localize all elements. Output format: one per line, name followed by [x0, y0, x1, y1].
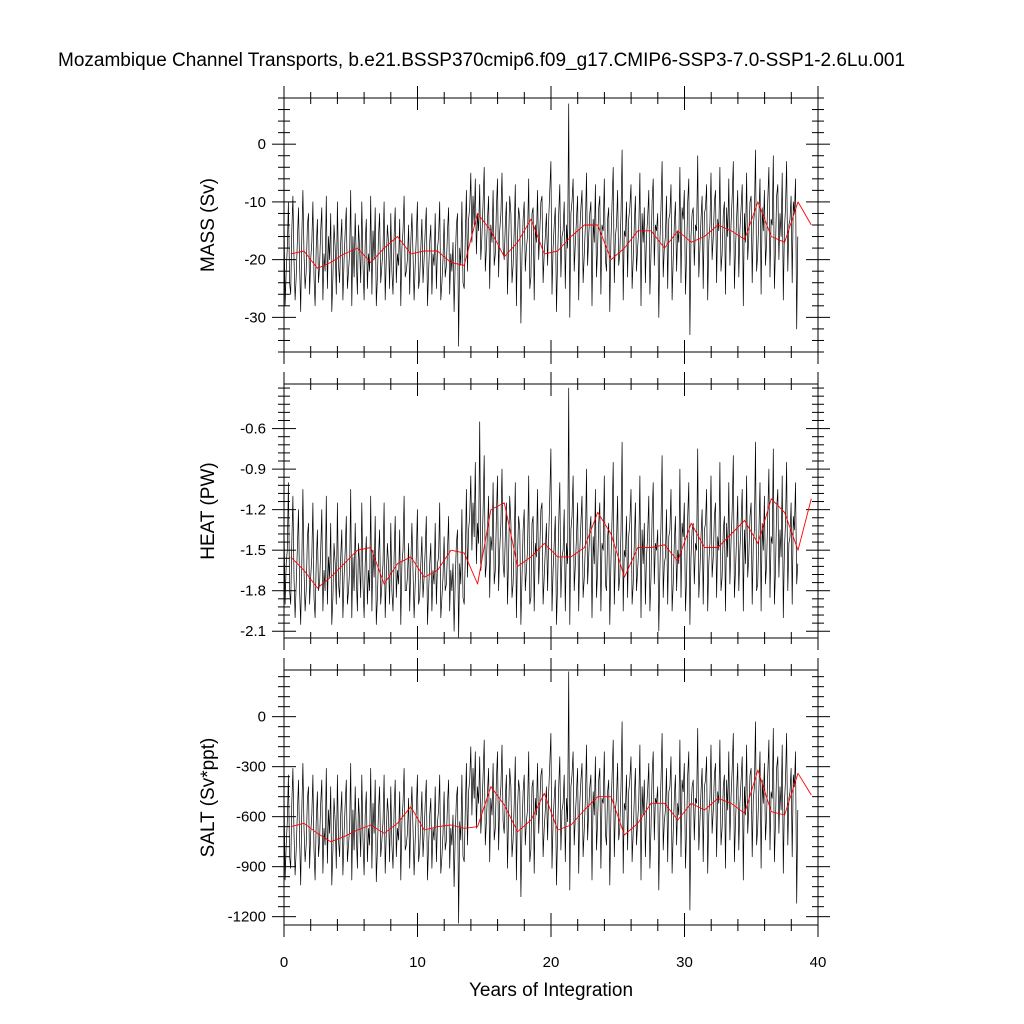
y-tick-label: -900	[236, 859, 266, 876]
y-tick-label: -1.2	[240, 502, 266, 519]
y-tick-label: -600	[236, 809, 266, 826]
y-tick-label: -1.8	[240, 583, 266, 600]
series-monthly-line	[283, 387, 799, 639]
x-tick-label: 0	[280, 954, 288, 971]
x-tick-label: 40	[810, 954, 827, 971]
x-tick-label: 10	[409, 954, 426, 971]
series-annual-mean-line	[290, 769, 812, 843]
y-axis-label: SALT (Sv*ppt)	[198, 738, 219, 858]
panel-2: -0.6 -0.9 -1.2 -1.5 -1.8 -2.1 HEAT (PW)	[198, 372, 830, 650]
y-tick-label: -10	[244, 194, 266, 211]
y-tick-label: -300	[236, 759, 266, 776]
chart-title: Mozambique Channel Transports, b.e21.BSS…	[58, 50, 905, 71]
panel-1: 0 -10 -20 -30 MASS (Sv)	[198, 86, 830, 364]
x-axis-label: Years of Integration	[469, 980, 633, 1001]
series-monthly-line	[283, 671, 799, 924]
series-annual-mean-line	[290, 201, 812, 269]
x-tick-label: 30	[676, 954, 693, 971]
panel-3: 0 -300 -600 -900 -1200 SALT (Sv*ppt)	[198, 658, 830, 937]
y-tick-label: -1.5	[240, 542, 266, 559]
y-tick-label: -0.6	[240, 421, 266, 438]
series-annual-mean-line	[290, 498, 812, 589]
x-tick-label: 20	[543, 954, 560, 971]
y-tick-label: -30	[244, 309, 266, 326]
y-tick-label: -20	[244, 252, 266, 269]
y-tick-label: 0	[258, 136, 266, 153]
y-tick-label: 0	[258, 709, 266, 726]
y-tick-label: -2.1	[240, 623, 266, 640]
y-tick-label: -0.9	[240, 461, 266, 478]
y-axis-label: HEAT (PW)	[198, 462, 219, 559]
series-monthly-line	[283, 103, 799, 347]
y-tick-label: -1200	[228, 909, 266, 926]
y-axis-label: MASS (Sv)	[198, 178, 219, 272]
